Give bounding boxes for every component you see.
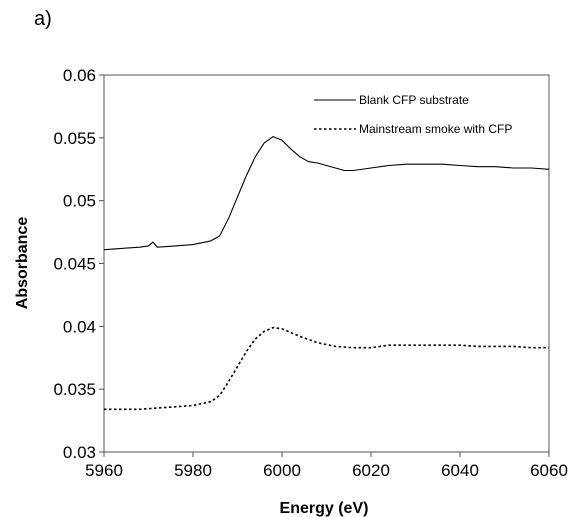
x-tick-label: 6060 xyxy=(530,461,568,480)
series-lines xyxy=(103,136,550,411)
y-tick-label: 0.055 xyxy=(53,129,96,148)
legend: Blank CFP substrate Mainstream smoke with… xyxy=(314,93,512,136)
x-tick-label: 6000 xyxy=(263,461,301,480)
x-tick-label: 6020 xyxy=(352,461,390,480)
y-tick-label: 0.04 xyxy=(63,317,96,336)
x-axis: 5960 5980 6000 6020 6040 6060 xyxy=(85,452,568,480)
y-tick-label: 0.03 xyxy=(63,443,96,462)
panel-label: a) xyxy=(34,8,52,30)
y-tick-label: 0.045 xyxy=(53,255,96,274)
x-tick-label: 5960 xyxy=(85,461,123,480)
x-axis-title: Energy (eV) xyxy=(280,500,369,517)
legend-label-2: Mainstream smoke with CFP xyxy=(359,122,512,136)
series-line-1 xyxy=(103,136,550,251)
y-tick-label: 0.06 xyxy=(63,66,96,85)
x-tick-label: 6040 xyxy=(441,461,479,480)
y-axis-title: Absorbance xyxy=(14,217,31,310)
y-tick-label: 0.05 xyxy=(63,192,96,211)
legend-label-1: Blank CFP substrate xyxy=(359,93,469,107)
y-tick-label: 0.035 xyxy=(53,380,96,399)
series-line-2 xyxy=(104,326,549,411)
x-tick-label: 5980 xyxy=(174,461,212,480)
y-axis: 0.03 0.035 0.04 0.045 0.05 0.055 0.06 xyxy=(53,66,104,462)
